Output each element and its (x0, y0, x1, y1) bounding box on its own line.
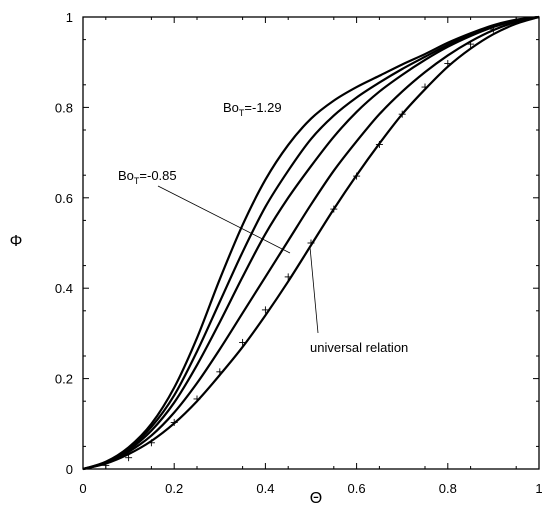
universal-relation-marker (102, 461, 110, 469)
universal-relation-marker (353, 172, 361, 180)
bo-low-leader-line (157, 185, 291, 254)
y-tick-labels: 0 0.2 0.4 0.6 0.8 1 (55, 10, 73, 477)
x-tick-label: 0.6 (348, 481, 366, 496)
y-tick-label: 0.4 (55, 281, 73, 296)
x-axis-title: Θ (310, 490, 322, 507)
universal-relation-marker (125, 454, 133, 462)
x-tick-label: 0.8 (439, 481, 457, 496)
y-tick-label: 0.2 (55, 372, 73, 387)
bo-annotation-high: BoT=-1.29 (223, 100, 282, 118)
series-line-2 (82, 15, 540, 471)
y-axis-title: Φ (10, 233, 23, 250)
y-tick-label: 0 (66, 462, 73, 477)
y-tick-label: 0.6 (55, 191, 73, 206)
bo-high-main: Bo (223, 100, 239, 115)
universal-relation-marker (467, 40, 475, 48)
bo-annotation-low: BoT=-0.85 (118, 168, 177, 186)
universal-relation-marker (444, 60, 452, 68)
bo-low-main: Bo (118, 168, 134, 183)
x-tick-label: 0.2 (165, 481, 183, 496)
universal-relation-marker (330, 205, 338, 213)
universal-relation-marker (512, 16, 520, 24)
universal-relation-marker (375, 140, 383, 148)
universal-leader-line (309, 246, 319, 334)
x-tick-label: 0.4 (256, 481, 274, 496)
x-tick-label: 1 (535, 481, 542, 496)
x-tick-labels: 0 0.2 0.4 0.6 0.8 1 (79, 481, 542, 496)
universal-relation-marker (284, 273, 292, 281)
series-line-4 (82, 15, 540, 471)
y-tick-label: 0.8 (55, 100, 73, 115)
universal-relation-marker (216, 368, 224, 376)
universal-relation-marker (398, 110, 406, 118)
series-line-1 (82, 15, 540, 471)
universal-relation-marker (489, 25, 497, 33)
universal-relation-marker (307, 239, 315, 247)
bo-low-value: =-0.85 (139, 168, 176, 183)
universal-relation-marker (421, 83, 429, 91)
y-tick-label: 1 (66, 10, 73, 25)
bo-high-subscript: T (239, 108, 245, 118)
universal-relation-label: universal relation (310, 340, 408, 355)
universal-relation-marker (193, 395, 201, 403)
universal-relation-marker (170, 418, 178, 426)
x-tick-label: 0 (79, 481, 86, 496)
universal-relation-marker (147, 439, 155, 447)
plot-frame (82, 16, 540, 470)
bo-high-value: =-1.29 (244, 100, 281, 115)
bo-low-subscript: T (134, 176, 140, 186)
universal-relation-marker (261, 306, 269, 314)
universal-relation-markers (102, 16, 520, 469)
series-line-3 (82, 15, 540, 471)
universal-relation-marker (239, 338, 247, 346)
